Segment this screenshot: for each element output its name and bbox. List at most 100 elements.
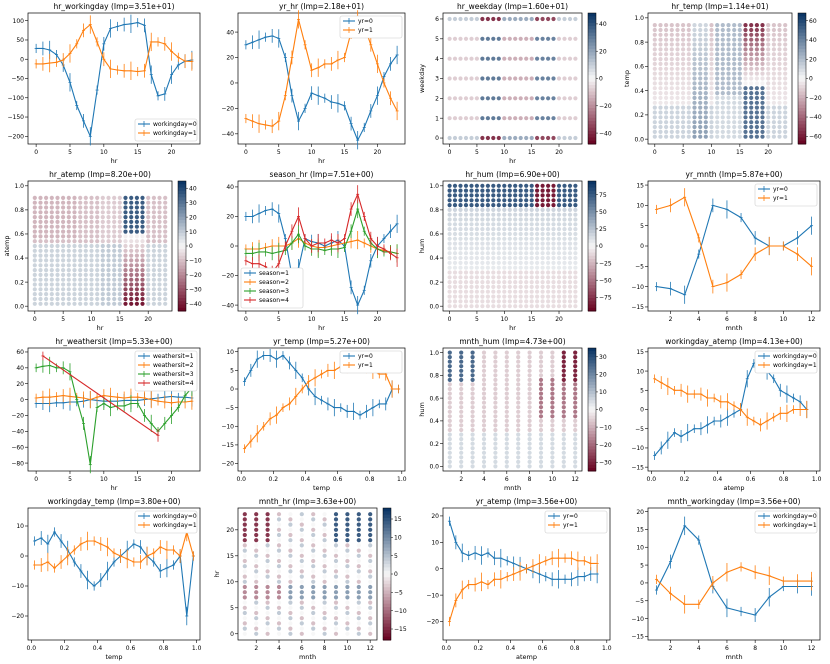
heatmap-point [72,263,77,268]
heatmap-point [669,100,674,105]
heatmap-point [518,246,523,251]
heatmap-point [675,86,680,91]
heatmap-point [469,251,474,256]
heatmap-point [546,270,551,275]
heatmap-point [562,265,567,270]
y-tick-label: 0.8 [634,39,644,46]
heatmap-point [518,294,523,299]
heatmap-point [754,61,759,66]
heatmap-point [44,243,49,249]
heatmap-point [538,373,544,378]
y-tick-label: 2 [435,96,439,103]
heatmap-point [474,203,479,208]
heatmap-point [112,243,117,249]
heatmap-point [513,16,518,22]
heatmap-point [474,96,479,101]
heatmap-point [709,76,714,81]
heatmap-point [546,251,551,256]
heatmap-point [480,183,485,188]
heatmap-point [470,382,475,387]
heatmap-point [470,409,475,414]
heatmap-point [703,66,708,71]
x-tick-label: 20 [168,149,176,156]
heatmap-point [491,193,496,198]
heatmap-point [458,227,463,232]
heatmap-point [299,564,304,569]
legend-label: workingday=1 [773,362,817,369]
heatmap-point [777,76,782,81]
heatmap-point [112,200,117,205]
y-tick-label: −15 [631,464,644,471]
heatmap-point [447,382,452,387]
heatmap-point [692,100,697,105]
axes-frame [237,507,378,641]
heatmap-point [664,57,669,62]
heatmap-point [652,105,657,110]
heatmap-point [562,294,567,299]
heatmap-point [311,553,316,558]
heatmap-point [55,253,60,258]
heatmap-point [726,134,731,139]
heatmap-point [157,287,162,292]
heatmap-point [265,564,270,569]
series-line-blue [656,204,812,296]
heatmap-point [573,368,578,373]
colorbar-segment [798,71,806,76]
heatmap-point [669,52,674,57]
y-tick-label: 5 [230,368,234,375]
heatmap-point [151,263,156,268]
heatmap-point [658,76,663,81]
heatmap-point [112,229,117,234]
y-tick-label: 10 [636,544,644,551]
heatmap-point [507,183,512,188]
heatmap-point [463,217,469,222]
heatmap-point [513,193,518,198]
heatmap-point [311,538,316,543]
heatmap-point [49,219,54,224]
series-group [34,351,194,474]
heatmap-point [507,96,512,101]
heatmap-point [567,135,573,141]
heatmap-point [459,382,464,387]
heatmap-point [447,418,452,423]
heatmap-point [480,56,485,61]
heatmap-point [333,548,339,553]
heatmap-point [535,299,540,304]
heatmap-point [100,277,105,282]
x-tick-label: 8 [753,645,757,652]
heatmap-point [513,135,518,141]
heatmap-point [504,432,509,437]
heatmap-point [474,255,479,261]
heatmap-point [333,584,339,590]
colorbar-segment [588,354,596,358]
axes-frame [237,12,406,145]
heatmap-point [447,280,452,285]
colorbar-segment [588,233,596,237]
colorbar-segment [588,298,596,302]
heatmap-point [447,255,452,261]
heatmap-point [715,42,720,47]
heatmap-point [681,91,686,96]
chart-title: mnth_workingday (Imp=3.56e+00) [668,497,801,506]
y-tick-label: −20 [11,613,24,620]
heatmap-point [507,217,512,222]
heatmap-point [527,464,532,469]
y-tick-label: −40 [221,302,234,309]
heatmap-point [163,282,168,287]
heatmap-point [698,57,703,62]
heatmap-point [771,37,776,42]
heatmap-point [664,124,669,130]
heatmap-point [562,96,567,101]
y-axis-label: weekday [418,64,426,93]
legend-label: yr=1 [358,362,373,369]
heatmap-point [550,396,555,401]
heatmap-point [163,195,168,200]
y-tick-label: 0 [230,243,234,250]
colorbar-segment [798,101,806,106]
heatmap-point [664,86,669,91]
chart-svg: season_hr (Imp=7.51e+00)0 5 10 15 20−40−2002… [221,170,406,332]
y-tick-label: −60 [11,444,24,451]
heatmap-point [783,37,788,42]
heatmap-point [567,246,573,251]
